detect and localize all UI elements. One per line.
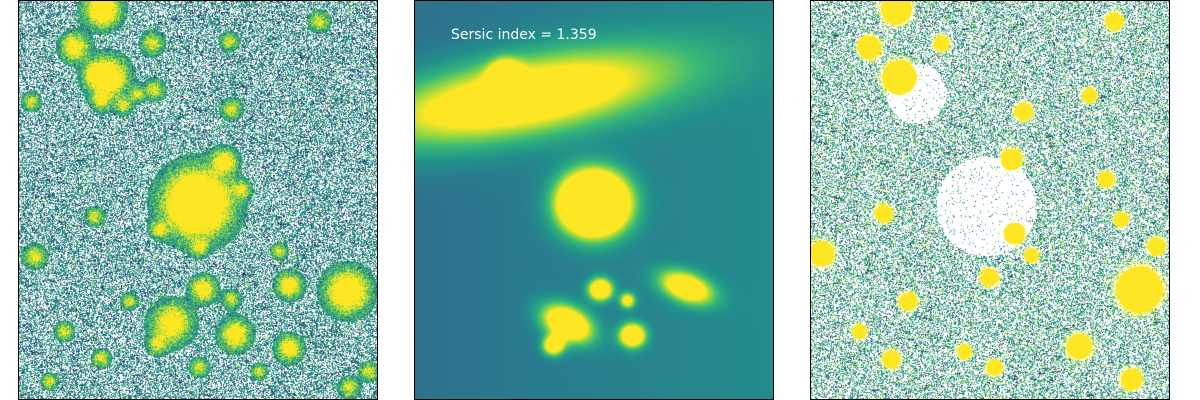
residual-image-canvas — [811, 1, 1169, 399]
data-image-canvas — [19, 1, 377, 399]
data-image-panel — [18, 0, 378, 400]
model-image-canvas — [415, 1, 773, 399]
residual-image-panel — [810, 0, 1170, 400]
model-image-panel: Sersic index = 1.359 — [414, 0, 774, 400]
sersic-index-annotation: Sersic index = 1.359 — [451, 27, 597, 43]
